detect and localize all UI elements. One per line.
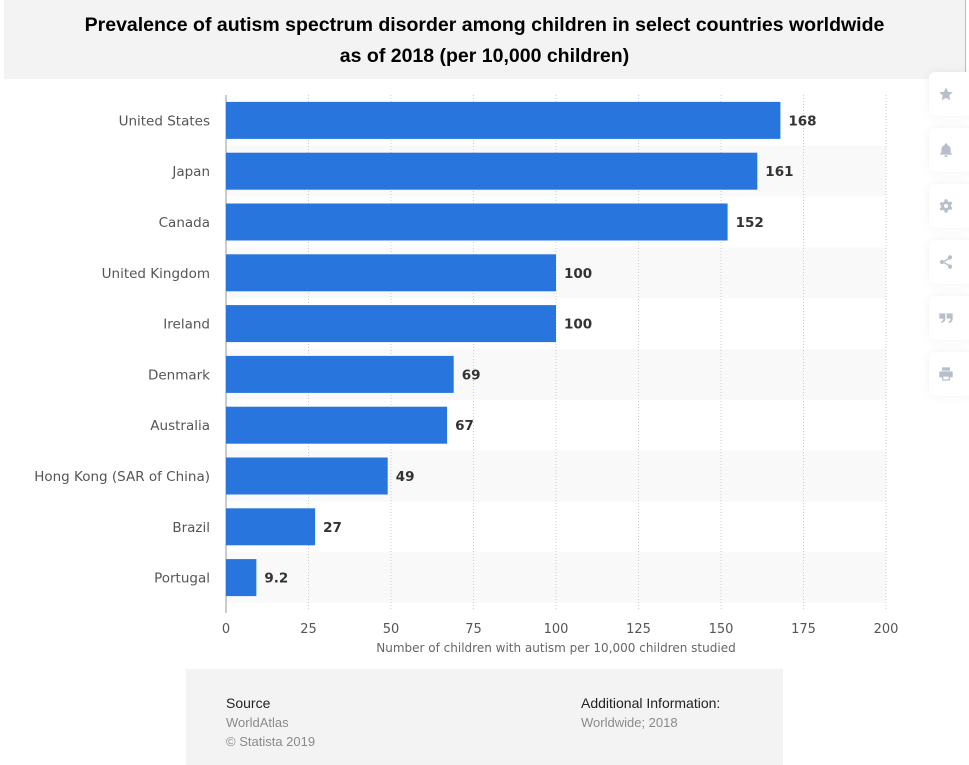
value-label: 161 (765, 164, 793, 180)
x-tick-label: 150 (709, 622, 734, 637)
value-label: 152 (736, 215, 764, 231)
bar (226, 254, 556, 292)
bar (226, 203, 728, 241)
value-label: 69 (462, 367, 481, 383)
category-label: Denmark (148, 367, 210, 383)
row-band (226, 552, 886, 603)
value-label: 27 (323, 520, 342, 536)
cite-button[interactable] (929, 296, 969, 340)
bars (226, 101, 781, 597)
printer-icon (939, 367, 953, 381)
bar-chart: United States Japan Canada United Kingdom Ir… (34, 95, 899, 655)
value-label: 100 (564, 266, 592, 282)
gridlines (308, 95, 887, 611)
settings-button[interactable] (929, 184, 969, 228)
x-tick-label: 75 (465, 622, 482, 637)
print-button[interactable] (929, 352, 969, 396)
bar (226, 305, 556, 343)
x-tick-label: 0 (222, 622, 230, 637)
bar (226, 406, 448, 444)
category-label: United States (119, 113, 210, 129)
bar (226, 101, 781, 139)
chart-title-panel: Prevalence of autism spectrum disorder a… (4, 0, 966, 79)
favorite-button[interactable] (929, 72, 969, 116)
category-label: Canada (159, 215, 210, 231)
category-label: Hong Kong (SAR of China) (34, 469, 210, 485)
x-tick-labels: 0 25 50 75 100 125 150 175 200 (222, 622, 899, 637)
star-icon (939, 87, 953, 101)
share-icon (939, 255, 953, 269)
bar (226, 508, 316, 546)
value-labels: 168 161 152 100 100 69 67 49 27 9.2 (264, 113, 816, 586)
chart-title-line-1: Prevalence of autism spectrum disorder a… (84, 14, 885, 36)
x-tick-label: 125 (626, 622, 651, 637)
copyright: © Statista 2019 (226, 734, 316, 749)
category-labels: United States Japan Canada United Kingdom Ir… (34, 113, 210, 586)
bar (226, 152, 758, 190)
bell-icon (940, 143, 952, 157)
value-label: 67 (455, 418, 474, 434)
category-label: Ireland (163, 317, 210, 333)
share-button[interactable] (929, 240, 969, 284)
additional-info-heading: Additional Information: (581, 695, 721, 711)
x-tick-label: 100 (544, 622, 569, 637)
x-tick-label: 175 (791, 622, 816, 637)
value-label: 168 (788, 113, 816, 129)
value-label: 49 (396, 469, 415, 485)
bar (226, 559, 257, 597)
gear-icon (939, 199, 953, 213)
source-footer: Source WorldAtlas © Statista 2019 Additi… (186, 669, 783, 765)
category-label: Australia (150, 418, 210, 434)
bar (226, 355, 454, 393)
x-tick-label: 25 (300, 622, 317, 637)
bar (226, 457, 388, 495)
value-label: 100 (564, 317, 592, 333)
value-label: 9.2 (264, 571, 288, 587)
additional-info-text: Worldwide; 2018 (581, 715, 678, 730)
notification-button[interactable] (929, 128, 969, 172)
category-label: Japan (171, 164, 210, 180)
source-heading: Source (226, 695, 271, 711)
x-tick-label: 200 (874, 622, 899, 637)
category-label: Portugal (154, 571, 210, 587)
chart-title-line-2: as of 2018 (per 10,000 children) (339, 45, 630, 67)
category-label: United Kingdom (102, 266, 210, 282)
x-axis-title: Number of children with autism per 10,00… (376, 641, 735, 655)
quote-icon (939, 313, 953, 323)
x-tick-label: 50 (383, 622, 400, 637)
chart-title: Prevalence of autism spectrum disorder a… (4, 10, 965, 72)
category-label: Brazil (172, 520, 210, 536)
source-name[interactable]: WorldAtlas (226, 715, 289, 730)
